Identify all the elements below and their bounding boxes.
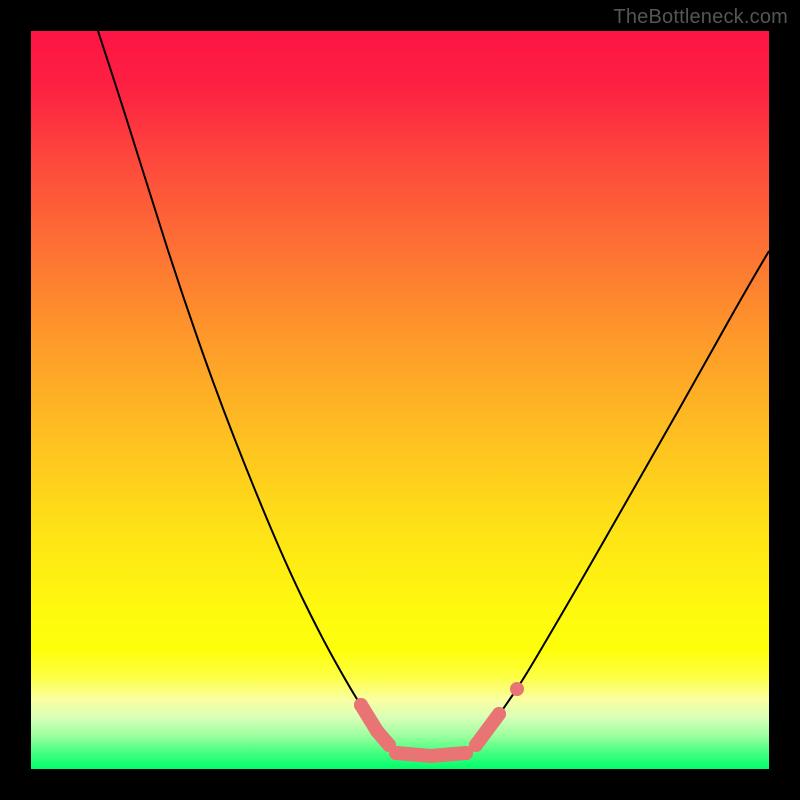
gradient-background bbox=[31, 31, 769, 769]
bottleneck-chart-svg bbox=[31, 31, 769, 769]
plot-area bbox=[31, 31, 769, 769]
watermark-text: TheBottleneck.com bbox=[613, 6, 788, 29]
chart-frame: TheBottleneck.com bbox=[0, 0, 800, 800]
